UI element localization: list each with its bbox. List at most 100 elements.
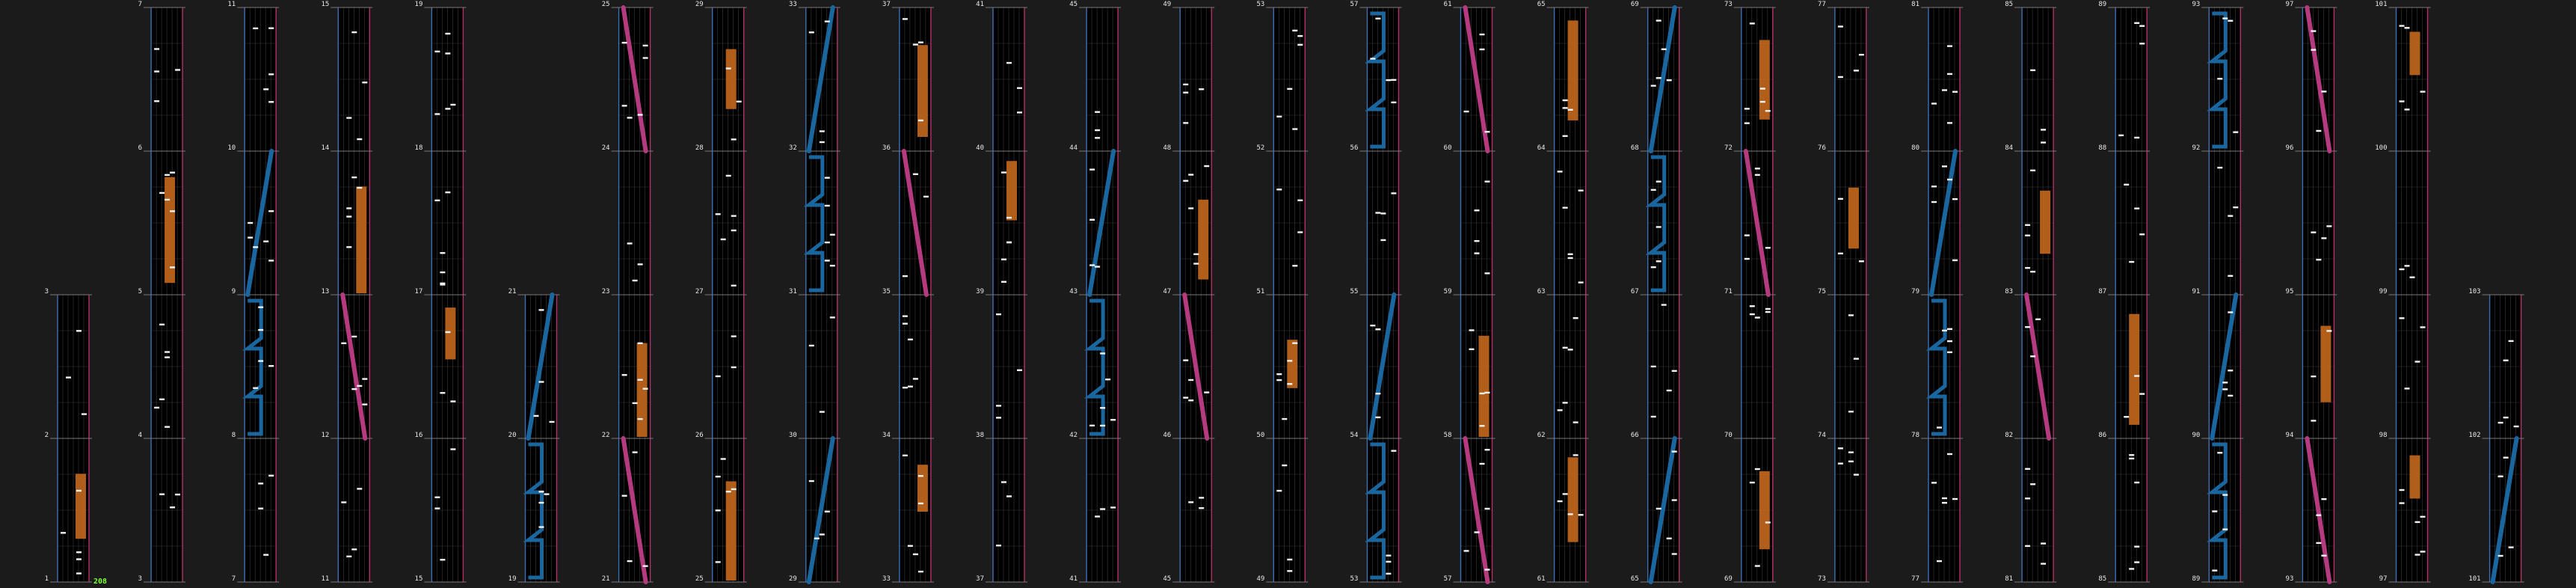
tap-note [642, 57, 648, 59]
tap-note [1942, 89, 1947, 91]
tap-note [154, 70, 160, 73]
tap-note [1183, 359, 1189, 361]
tap-note [2118, 134, 2124, 137]
tap-note [1370, 324, 1376, 327]
tap-note [268, 210, 274, 212]
tap-note [902, 386, 908, 389]
tap-note [1942, 329, 1947, 332]
tap-note [1188, 207, 1194, 209]
measure-number: 73 [1724, 1, 1733, 8]
measure-number: 88 [2098, 144, 2106, 152]
tap-note [253, 246, 259, 248]
tap-note [902, 322, 908, 325]
tap-note [2030, 483, 2036, 486]
tap-note [1484, 391, 1490, 394]
tap-note [445, 191, 451, 194]
tap-note [1656, 507, 1662, 510]
tap-note [2030, 169, 2036, 172]
tap-note [440, 252, 446, 254]
measure-number: 21 [508, 288, 517, 295]
hold-note [1567, 20, 1579, 120]
tap-note [1837, 25, 1843, 28]
measure-number: 8 [232, 432, 236, 439]
measure-number: 60 [1444, 144, 1452, 152]
tap-note [2503, 456, 2509, 459]
tap-note [2228, 311, 2234, 313]
tap-note [1573, 421, 1579, 423]
tap-note [715, 561, 721, 563]
tap-note [549, 420, 555, 423]
tap-note [341, 342, 347, 345]
tap-note [2503, 359, 2509, 361]
tap-note [2508, 340, 2514, 343]
tap-note [2420, 326, 2426, 328]
tap-note [170, 171, 176, 174]
tap-note [1942, 501, 1947, 504]
tap-note [1479, 48, 1485, 51]
tap-note [1947, 328, 1952, 331]
tap-note [2311, 231, 2317, 233]
tap-note [2025, 234, 2031, 236]
tap-note [1095, 129, 1101, 132]
tap-note [1749, 305, 1755, 307]
tap-note [2326, 330, 2332, 332]
tap-note [1282, 464, 1288, 467]
tap-note [2414, 554, 2420, 556]
tap-note [1853, 70, 1859, 72]
tap-note [1100, 508, 1106, 510]
tap-note [533, 414, 539, 417]
tap-note [1765, 521, 1771, 524]
tap-note [2129, 457, 2135, 460]
tap-note [1656, 19, 1662, 22]
tap-note [720, 458, 726, 460]
tap-note [263, 554, 269, 556]
tap-note [1287, 558, 1293, 561]
tap-note [720, 238, 726, 241]
measure-number: 18 [415, 144, 423, 152]
measure-number: 83 [2005, 288, 2013, 295]
tap-note [170, 210, 176, 212]
tap-note [715, 509, 721, 512]
slide-path [2207, 11, 2228, 149]
measure-number: 71 [1724, 288, 1733, 295]
tap-note [1650, 365, 1656, 368]
tap-note [1650, 189, 1656, 192]
hold-note [2409, 31, 2420, 76]
tap-note [2311, 49, 2317, 51]
tap-note [996, 417, 1001, 419]
slide-path [1365, 442, 1386, 580]
tap-note [1567, 349, 1573, 351]
tap-note [1562, 402, 1568, 404]
tap-note [1931, 200, 1937, 203]
tap-note [1006, 216, 1012, 219]
tap-note [362, 378, 368, 380]
measure-number: 20 [508, 432, 517, 439]
measure-number: 92 [2192, 144, 2200, 152]
measure-number: 7 [138, 1, 142, 8]
tap-note [268, 474, 274, 477]
tap-note [725, 490, 731, 493]
tap-note [819, 130, 825, 132]
tap-note [1095, 266, 1101, 268]
tap-note [1671, 370, 1677, 373]
tap-note [1858, 53, 1864, 56]
tap-note [538, 501, 544, 504]
measure-number: 96 [2286, 144, 2294, 152]
tap-note [2134, 375, 2140, 377]
tap-note [912, 378, 918, 380]
slide-path [2024, 293, 2052, 441]
tap-note [912, 553, 918, 556]
hold-note [1006, 161, 1017, 221]
lane-column-65-69: 65 66 67 68 69 [1631, 1, 1682, 584]
measure-number: 4 [138, 432, 142, 439]
lane-column-7-11: 7 8 9 10 11 [227, 1, 280, 583]
tap-note [1001, 481, 1006, 483]
hold-note [445, 307, 456, 360]
tap-note [1292, 265, 1298, 267]
tap-note [2404, 265, 2410, 267]
tap-note [2222, 388, 2228, 391]
measure-number: 65 [1631, 575, 1639, 583]
tap-note [2134, 545, 2140, 548]
tap-note [642, 44, 648, 47]
measure-number: 17 [415, 288, 423, 295]
